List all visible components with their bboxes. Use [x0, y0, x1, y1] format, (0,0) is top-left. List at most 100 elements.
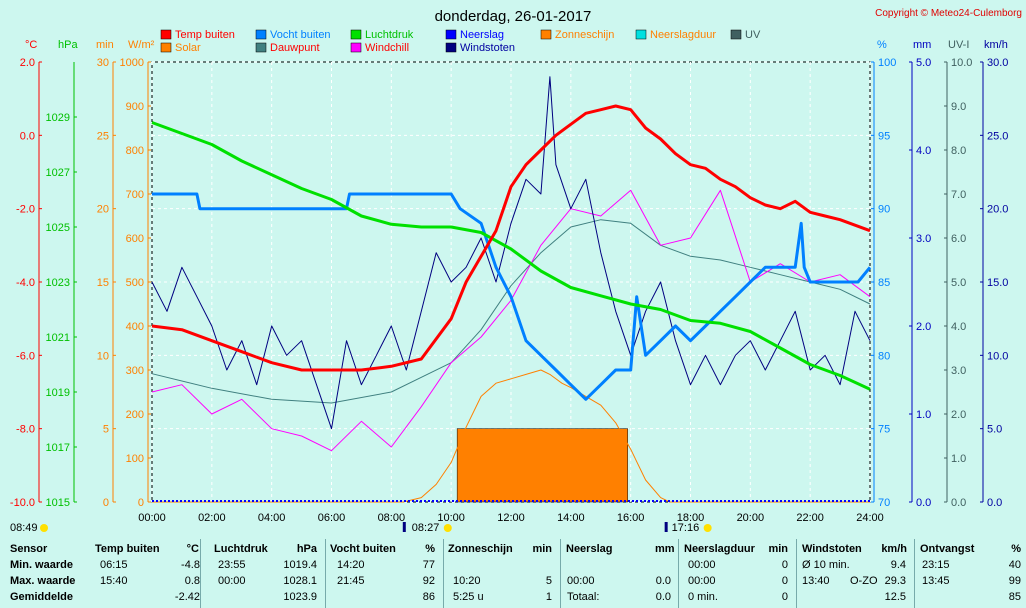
x-tick-label: 00:00	[138, 512, 166, 524]
legend-swatch	[160, 42, 172, 53]
stats-header: Windstoten	[802, 543, 862, 555]
sunset-marker	[664, 522, 668, 532]
stats-table: Sensor Temp buiten °C Luchtdruk hPa Vocht bui…	[0, 537, 1026, 608]
solar-tick-label: 800	[126, 145, 144, 157]
wind-tick-label: 20.0	[987, 204, 1008, 216]
stats-cell: Ø 10 min.	[802, 559, 850, 571]
rain-tick-label: 2.0	[916, 321, 931, 333]
legend-label: Dauwpunt	[270, 42, 320, 54]
rain-tick-label: 3.0	[916, 233, 931, 245]
minutes-tick-label: 5	[103, 424, 109, 436]
solar-tick-label: 1000	[120, 57, 144, 69]
stats-cell: 14:20	[337, 559, 365, 571]
stats-cell: 00:00	[567, 575, 595, 587]
solar-tick-label: 600	[126, 233, 144, 245]
pressure-axis-unit: hPa	[58, 39, 78, 51]
stats-cell: 00:00	[218, 575, 246, 587]
vocht-buiten-line	[152, 192, 872, 401]
sunrise-time: 08:27	[412, 522, 440, 534]
x-tick-label: 10:00	[437, 512, 465, 524]
stats-cell: 0	[781, 575, 788, 587]
humidity-tick-label: 95	[878, 130, 890, 142]
stats-header: %	[1011, 543, 1021, 555]
rain-tick-label: 4.0	[916, 145, 931, 157]
wind-axis-unit: km/h	[984, 39, 1008, 51]
wind-tick-label: 15.0	[987, 277, 1008, 289]
stats-header: hPa	[296, 543, 317, 555]
stats-cell: 0 min.	[688, 591, 718, 603]
humidity-tick-label: 90	[878, 204, 890, 216]
stats-cell: 21:45	[337, 575, 365, 587]
x-tick-label: 06:00	[318, 512, 346, 524]
stats-header: Temp buiten	[95, 543, 160, 555]
stats-header: mm	[655, 543, 675, 555]
stats-header: °C	[186, 543, 199, 555]
uv-tick-label: 0.0	[951, 497, 966, 509]
legend-label: Solar	[175, 42, 201, 54]
stats-cell: 99	[1008, 575, 1021, 587]
solar-tick-label: 900	[126, 101, 144, 113]
pressure-tick-label: 1019	[46, 387, 70, 399]
x-tick-label: 12:00	[497, 512, 525, 524]
stats-cell: 1023.9	[283, 591, 317, 603]
humidity-tick-label: 100	[878, 57, 896, 69]
uv-axis-unit: UV-I	[948, 39, 969, 51]
solar-tick-label: 500	[126, 277, 144, 289]
stats-header: Sensor	[10, 543, 48, 555]
stats-cell: 86	[422, 591, 435, 603]
stats-row-label: Gemiddelde	[10, 591, 73, 603]
stats-header: Neerslag	[566, 543, 613, 555]
stats-cell: 0.8	[184, 575, 200, 587]
stats-cell: O-ZO	[850, 575, 878, 587]
stats-header: Zonneschijn	[448, 543, 513, 555]
stats-cell: 0.0	[655, 591, 671, 603]
stats-cell: 85	[1008, 591, 1021, 603]
legend-swatch	[255, 29, 267, 40]
uv-tick-label: 8.0	[951, 145, 966, 157]
legend-swatch	[255, 42, 267, 53]
stats-header: min	[768, 543, 788, 555]
stats-cell: 1	[545, 591, 552, 603]
solar-tick-label: 400	[126, 321, 144, 333]
stats-divider	[796, 539, 797, 608]
solar-tick-label: 700	[126, 189, 144, 201]
stats-cell: 15:40	[100, 575, 128, 587]
minutes-tick-label: 25	[97, 130, 109, 142]
uv-tick-label: 4.0	[951, 321, 966, 333]
wind-tick-label: 25.0	[987, 130, 1008, 142]
stats-cell: 23:55	[218, 559, 246, 571]
legend-label: Neerslag	[460, 29, 504, 41]
stats-cell: -4.8	[181, 559, 200, 571]
rain-tick-label: 5.0	[916, 57, 931, 69]
humidity-tick-label: 80	[878, 350, 890, 362]
pressure-tick-label: 1015	[46, 497, 70, 509]
stats-cell: Totaal:	[567, 591, 600, 603]
legend-label: Vocht buiten	[270, 29, 331, 41]
stats-header: Vocht buiten	[330, 543, 396, 555]
legend-label: Temp buiten	[175, 29, 235, 41]
stats-row-label: Max. waarde	[10, 575, 76, 587]
x-tick-label: 16:00	[617, 512, 645, 524]
stats-header: km/h	[881, 543, 907, 555]
stats-header: Neerslagduur	[684, 543, 755, 555]
x-tick-label: 08:00	[378, 512, 406, 524]
stats-cell: 12.5	[884, 591, 906, 603]
stats-cell: 06:15	[100, 559, 128, 571]
uv-tick-label: 3.0	[951, 365, 966, 377]
solar-axis-unit: W/m²	[128, 39, 155, 51]
stats-header: Luchtdruk	[214, 543, 268, 555]
stats-cell: 0	[781, 591, 788, 603]
minutes-tick-label: 10	[97, 350, 109, 362]
legend-label: Windstoten	[460, 42, 515, 54]
humidity-tick-label: 85	[878, 277, 890, 289]
chart-title: donderdag, 26-01-2017	[435, 8, 592, 25]
stats-divider	[560, 539, 561, 608]
solar-tick-label: 100	[126, 453, 144, 465]
x-tick-label: 24:00	[856, 512, 884, 524]
stats-cell: -2.42	[174, 591, 200, 603]
legend-swatch	[445, 42, 457, 53]
rain-axis-unit: mm	[913, 39, 931, 51]
stats-cell: 10:20	[453, 575, 481, 587]
uv-tick-label: 5.0	[951, 277, 966, 289]
stats-row-label: Min. waarde	[10, 559, 73, 571]
